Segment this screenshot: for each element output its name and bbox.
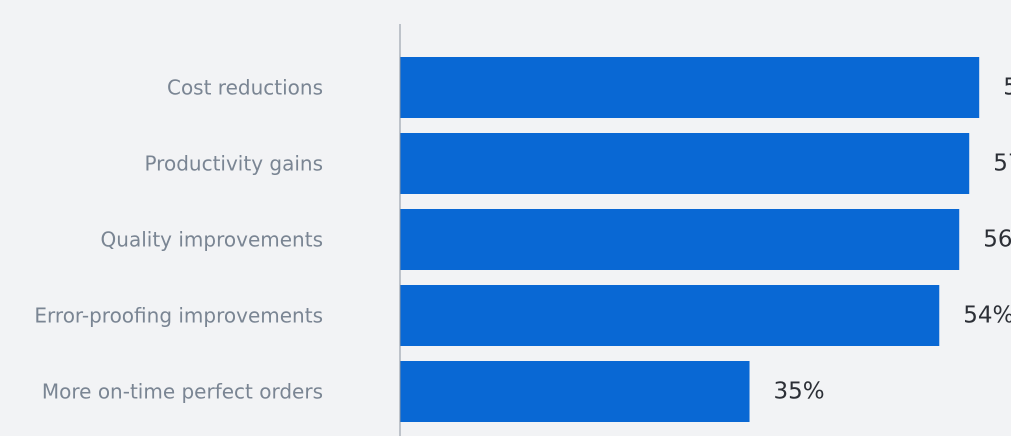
category-label-0: Cost reductions (167, 76, 323, 100)
bar-1 (400, 133, 970, 194)
value-label-2: 56% (983, 227, 1011, 253)
value-label-4: 35% (774, 379, 825, 405)
category-labels: Cost reductions Productivity gains Quality… (34, 76, 323, 404)
value-label-3: 54% (963, 303, 1011, 329)
bar-3 (400, 285, 940, 346)
bar-4 (400, 361, 750, 422)
value-labels: 58% 57% 56% 54% 35% (774, 75, 1011, 405)
bar-2 (400, 209, 960, 270)
bars (400, 57, 980, 422)
category-label-2: Quality improvements (101, 228, 323, 252)
category-label-1: Productivity gains (144, 152, 323, 176)
bar-0 (400, 57, 980, 118)
value-label-1: 57% (993, 151, 1011, 177)
value-label-0: 58% (1003, 75, 1011, 101)
category-label-3: Error-proofing improvements (34, 304, 323, 328)
category-label-4: More on-time perfect orders (42, 380, 323, 404)
